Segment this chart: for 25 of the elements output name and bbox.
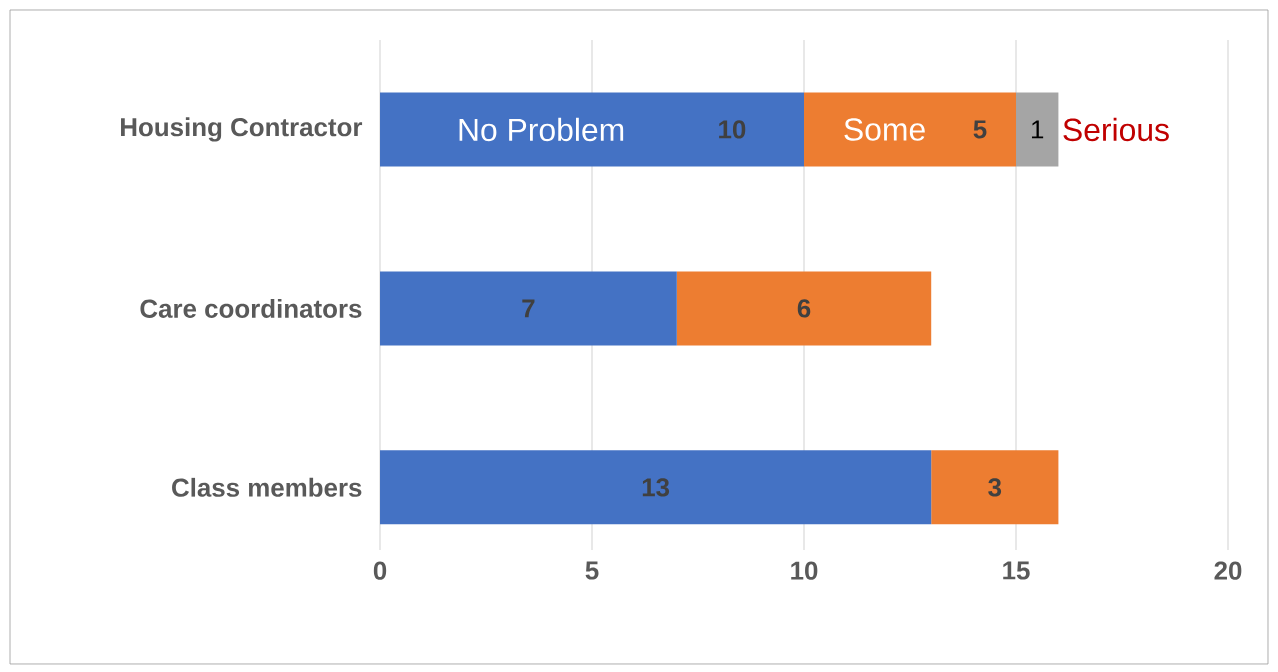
- bar: [676, 271, 932, 346]
- bar: [380, 271, 677, 346]
- x-tick-label: 10: [791, 561, 818, 580]
- x-tick-label: 20: [1214, 561, 1242, 580]
- data-label: 5: [973, 120, 987, 139]
- series-label: Serious: [1063, 117, 1169, 142]
- data-label: 7: [522, 299, 535, 318]
- series-label: Some: [844, 118, 925, 141]
- data-label: 3: [988, 478, 1002, 497]
- x-tick-label: 15: [1003, 561, 1030, 580]
- bar: [804, 92, 1017, 167]
- data-label: 13: [642, 478, 670, 497]
- series-label: No Problem: [459, 117, 624, 142]
- bar: [380, 92, 805, 167]
- bar: [380, 450, 932, 525]
- y-tick-label: Class members: [172, 477, 362, 497]
- x-tick-label: 0: [373, 561, 387, 580]
- data-label: 1: [1031, 120, 1044, 139]
- y-tick-label: Care coordinators: [140, 298, 362, 318]
- x-tick-label: 5: [585, 561, 599, 580]
- bar: [1016, 92, 1059, 167]
- y-tick-label: Housing Contractor: [121, 117, 363, 142]
- data-label: 6: [797, 299, 811, 318]
- bar: [931, 450, 1059, 525]
- data-label: 10: [719, 120, 746, 139]
